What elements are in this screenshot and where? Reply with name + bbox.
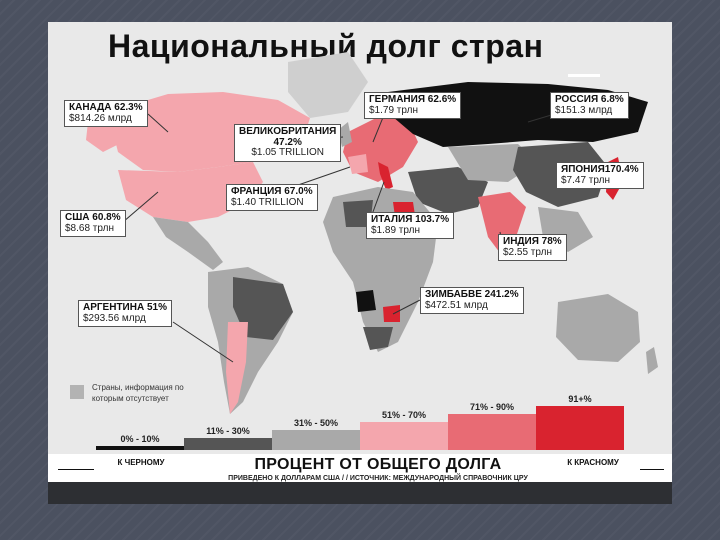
callout-uk-name: ВЕЛИКОБРИТАНИЯ (239, 126, 337, 137)
country-zimbabwe (383, 305, 400, 322)
leader-zimbabwe (392, 299, 421, 315)
callout-italy-value: $1.89 трлн (371, 224, 420, 236)
callout-india-name: ИНДИЯ 78% (503, 236, 562, 247)
scale-bar-4 (360, 422, 448, 450)
callout-germany-name: ГЕРМАНИЯ 62.6% (369, 94, 457, 105)
callout-argentina-value: $293.56 млрд (83, 312, 146, 324)
leader-argentina (172, 321, 234, 363)
region-mexico (153, 217, 223, 270)
callout-russia: РОССИЯ 6.8% $151.3 млрд (550, 92, 629, 119)
callout-uk-value: $1.05 TRILLION (251, 147, 324, 158)
country-new-zealand (646, 347, 658, 374)
callout-canada: КАНАДА 62.3% $814.26 млрд (64, 100, 148, 127)
country-greenland (288, 52, 368, 118)
scale-bar-6 (536, 406, 624, 450)
scale-label-3: 31% - 50% (293, 418, 339, 428)
country-brazil (233, 277, 293, 340)
callout-italy: ИТАЛИЯ 103.7% $1.89 трлн (366, 212, 455, 239)
callout-usa-value: $8.68 трлн (65, 222, 114, 234)
missing-data-swatch (70, 385, 84, 399)
infographic-panel: Национальный долг стран (48, 22, 672, 504)
callout-japan-name: ЯПОНИЯ170.4% (561, 164, 639, 175)
callout-zimbabwe-value: $472.51 млрд (425, 299, 488, 311)
country-argentina (226, 322, 248, 414)
country-india (478, 192, 526, 257)
country-south-africa (363, 327, 393, 350)
country-australia (556, 294, 640, 362)
country-italy (378, 162, 393, 190)
callout-russia-value: $151.3 млрд (555, 104, 613, 116)
scale-bar-3 (272, 430, 360, 450)
scale-label-6: 91+% (568, 394, 592, 404)
right-arrow-line (640, 469, 664, 470)
callout-italy-name: ИТАЛИЯ 103.7% (371, 214, 450, 225)
footer-subtitle: ПРИВЕДЕНО К ДОЛЛАРАМ США / / ИСТОЧНИК: М… (228, 475, 528, 482)
title-accent-line (568, 74, 600, 77)
callout-uk: ВЕЛИКОБРИТАНИЯ 47.2% $1.05 TRILLION (234, 124, 342, 162)
callout-india-value: $2.55 трлн (503, 246, 552, 258)
callout-usa-name: США 60.8% (65, 212, 121, 223)
world-map (48, 52, 672, 428)
leader-usa (122, 191, 159, 223)
debt-scale: 0% - 10% 11% - 30% 31% - 50% 51% - 70% 7… (48, 22, 672, 504)
callout-japan: ЯПОНИЯ170.4% $7.47 трлн (556, 162, 644, 189)
callout-france-value: $1.40 TRILLION (231, 196, 304, 208)
footer-strip (48, 454, 672, 482)
left-arrow-line (58, 469, 94, 470)
country-angola (356, 290, 376, 312)
callout-usa: США 60.8% $8.68 трлн (60, 210, 126, 237)
callout-zimbabwe-name: ЗИМБАБВЕ 241.2% (425, 289, 519, 300)
callout-canada-value: $814.26 млрд (69, 112, 132, 124)
country-uk (338, 122, 352, 147)
callout-france: ФРАНЦИЯ 67.0% $1.40 TRILLION (226, 184, 318, 211)
callout-germany: ГЕРМАНИЯ 62.6% $1.79 трлн (364, 92, 462, 119)
leader-canada (147, 113, 169, 133)
callout-germany-value: $1.79 трлн (369, 104, 418, 116)
callout-canada-name: КАНАДА 62.3% (69, 102, 143, 113)
footer-dark-band (48, 482, 672, 504)
missing-data-label: Страны, информация по которым отсутствуе… (92, 383, 184, 404)
scale-bar-5 (448, 414, 536, 450)
scale-right-end-label: К КРАСНОМУ (567, 458, 619, 467)
scale-label-1: 0% - 10% (120, 434, 160, 444)
callout-argentina-name: АРГЕНТИНА 51% (83, 302, 167, 313)
callout-zimbabwe: ЗИМБАБВЕ 241.2% $472.51 млрд (420, 287, 524, 314)
callout-russia-name: РОССИЯ 6.8% (555, 94, 624, 105)
scale-label-5: 71% - 90% (469, 402, 515, 412)
callout-india: ИНДИЯ 78% $2.55 трлн (498, 234, 567, 261)
scale-bar-1 (96, 446, 184, 450)
country-algeria (343, 200, 373, 227)
scale-bar-2 (184, 438, 272, 450)
scale-label-4: 51% - 70% (381, 410, 427, 420)
callout-argentina: АРГЕНТИНА 51% $293.56 млрд (78, 300, 172, 327)
callout-japan-value: $7.47 трлн (561, 174, 610, 186)
footer-title: ПРОЦЕНТ ОТ ОБЩЕГО ДОЛГА (254, 456, 502, 473)
scale-label-2: 11% - 30% (206, 426, 250, 436)
missing-data-legend: Страны, информация по которым отсутствуе… (70, 382, 210, 416)
scale-left-end-label: К ЧЕРНОМУ (117, 458, 165, 467)
callout-uk-pct: 47.2% (273, 136, 302, 148)
country-france (348, 154, 368, 174)
callout-france-name: ФРАНЦИЯ 67.0% (231, 186, 313, 197)
